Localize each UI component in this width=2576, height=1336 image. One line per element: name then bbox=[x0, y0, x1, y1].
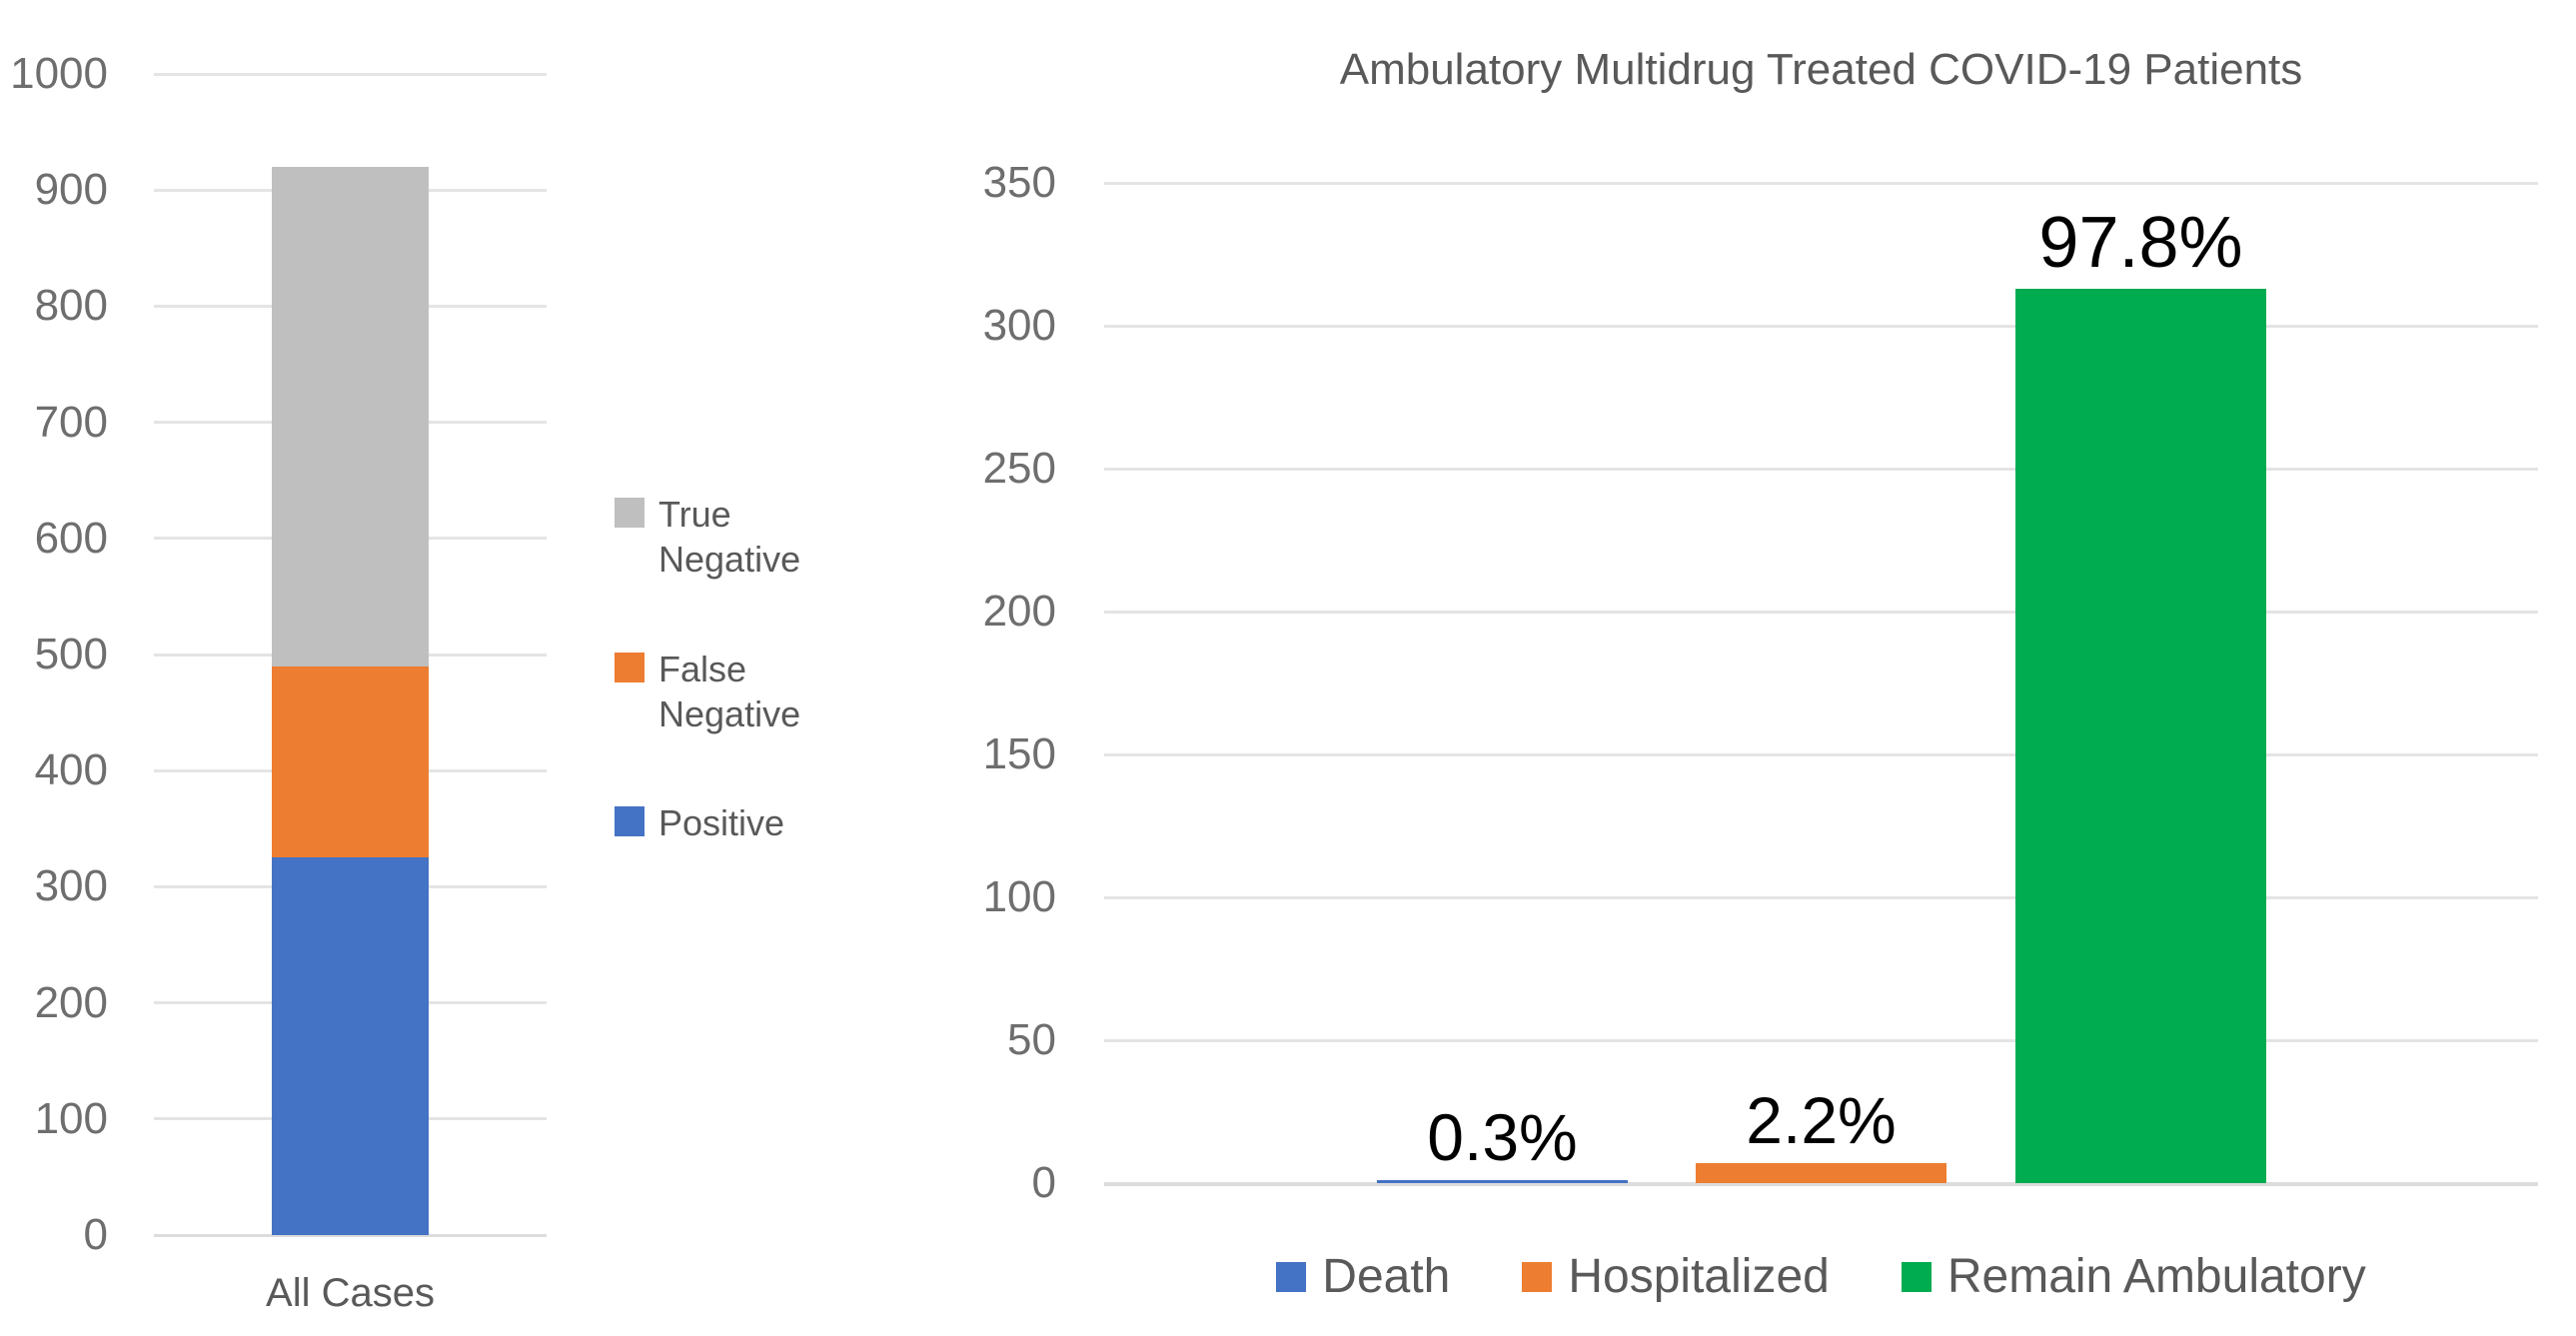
bar-segment-true-negative bbox=[272, 166, 429, 667]
y-axis-tick-label: 300 bbox=[982, 301, 1056, 350]
bar-death bbox=[1377, 1180, 1628, 1183]
bar-remain-ambulatory bbox=[2015, 288, 2266, 1183]
legend-swatch-remain-ambulatory bbox=[1901, 1262, 1932, 1292]
legend-label: False Negative bbox=[658, 648, 801, 735]
legend-swatch-false-negative bbox=[615, 652, 644, 682]
y-axis-tick-label: 0 bbox=[83, 1210, 108, 1259]
chart-title: Ambulatory Multidrug Treated COVID-19 Pa… bbox=[1339, 45, 2303, 94]
y-axis-tick-label: 600 bbox=[34, 513, 108, 563]
y-axis-tick-label: 200 bbox=[34, 977, 108, 1027]
gridline bbox=[1104, 752, 2538, 756]
gridline bbox=[154, 1233, 547, 1237]
bar-segment-false-negative bbox=[272, 666, 429, 858]
legend-item-hospitalized: Hospitalized bbox=[1522, 1250, 1830, 1303]
y-axis-tick-label: 150 bbox=[982, 729, 1056, 778]
gridline bbox=[1104, 610, 2538, 614]
bar-hospitalized bbox=[1696, 1162, 1946, 1183]
gridline bbox=[1104, 467, 2538, 471]
bar-segment-positive bbox=[272, 857, 429, 1235]
gridline bbox=[1104, 181, 2538, 185]
y-axis-tick-label: 200 bbox=[982, 587, 1056, 636]
legend-item-remain-ambulatory: Remain Ambulatory bbox=[1901, 1250, 2366, 1303]
data-label-hospitalized: 2.2% bbox=[1746, 1082, 1897, 1157]
legend-item-death: Death bbox=[1276, 1253, 1450, 1301]
gridline bbox=[1104, 1038, 2538, 1042]
data-label-remain-ambulatory: 97.8% bbox=[2038, 202, 2243, 283]
y-axis-tick-label: 100 bbox=[34, 1093, 108, 1143]
left-chart-legend: True Negative False Negative Positive bbox=[615, 492, 838, 846]
legend-swatch-death bbox=[1276, 1262, 1307, 1292]
y-axis-tick-label: 300 bbox=[34, 861, 108, 911]
y-axis-tick-label: 100 bbox=[982, 872, 1056, 921]
right-chart-legend: Death Hospitalized Remain Ambulatory bbox=[1104, 1253, 2538, 1301]
x-axis-category-label: All Cases bbox=[266, 1271, 435, 1315]
gridline bbox=[1104, 895, 2538, 899]
data-label-death: 0.3% bbox=[1427, 1100, 1578, 1174]
y-axis-tick-label: 250 bbox=[982, 444, 1056, 493]
legend-label: Remain Ambulatory bbox=[1946, 1250, 2366, 1303]
legend-item-positive: Positive bbox=[615, 800, 838, 845]
legend-item-false-negative: False Negative bbox=[615, 647, 838, 737]
legend-swatch-true-negative bbox=[615, 498, 644, 528]
y-axis-tick-label: 500 bbox=[34, 630, 108, 678]
legend-label: Hospitalized bbox=[1568, 1250, 1830, 1303]
y-axis-tick-label: 700 bbox=[34, 397, 108, 447]
y-axis-tick-label: 800 bbox=[34, 281, 108, 331]
y-axis-tick-label: 1000 bbox=[10, 49, 108, 98]
legend-swatch-hospitalized bbox=[1522, 1262, 1553, 1292]
gridline bbox=[1104, 1181, 2538, 1186]
legend-label: Death bbox=[1322, 1250, 1451, 1303]
y-axis-tick-label: 350 bbox=[982, 158, 1056, 207]
y-axis-tick-label: 900 bbox=[34, 165, 108, 215]
gridline bbox=[154, 72, 547, 76]
y-axis-tick-label: 50 bbox=[1007, 1015, 1056, 1064]
legend-label: True Negative bbox=[658, 494, 801, 581]
legend-swatch-positive bbox=[615, 806, 644, 837]
legend-item-true-negative: True Negative bbox=[615, 492, 838, 583]
y-axis-tick-label: 400 bbox=[34, 745, 108, 795]
legend-label: Positive bbox=[658, 802, 785, 844]
gridline bbox=[1104, 324, 2538, 328]
y-axis-tick-label: 0 bbox=[1031, 1158, 1056, 1207]
